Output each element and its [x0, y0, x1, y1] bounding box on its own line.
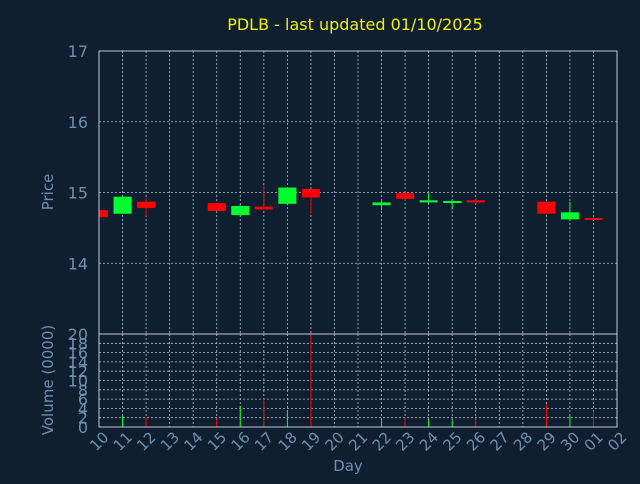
candle-body [419, 200, 438, 203]
x-tick-label: 02 [604, 428, 630, 454]
x-tick-label: 24 [416, 428, 442, 454]
candle-body [113, 196, 132, 214]
candle-body [537, 201, 556, 214]
candle [372, 199, 391, 211]
x-tick-label: 28 [510, 428, 536, 454]
chart-title: PDLB - last updated 01/10/2025 [227, 15, 483, 34]
candle-body [207, 203, 226, 211]
volume-tick-label: 18 [68, 334, 88, 353]
x-tick-label: 15 [204, 428, 230, 454]
x-tick-label: 16 [227, 428, 253, 454]
candle-body [560, 212, 579, 220]
x-tick-label: 29 [534, 428, 560, 454]
price-tick-label: 17 [68, 42, 88, 61]
candle [396, 192, 415, 201]
candle [137, 198, 156, 216]
candle-body [584, 217, 603, 220]
x-axis-label: Day [333, 457, 363, 475]
volume-tick-label: 12 [68, 362, 88, 381]
candle [207, 203, 226, 211]
candle-body [372, 202, 391, 206]
price-tick-label: 14 [68, 254, 88, 273]
x-tick-label: 19 [298, 428, 324, 454]
candle [584, 217, 603, 221]
x-tick-label: 27 [486, 428, 512, 454]
x-tick-label: 17 [251, 428, 277, 454]
candle [443, 199, 462, 210]
x-tick-label: 13 [157, 428, 183, 454]
volume-bars [122, 334, 594, 427]
candle-body [254, 206, 273, 210]
candle-body [278, 187, 297, 204]
candle [537, 201, 556, 214]
x-tick-label: 25 [439, 428, 465, 454]
candle-body [99, 210, 108, 218]
candle [113, 196, 132, 214]
price-candles [98, 185, 603, 221]
x-tick-label: 10 [86, 428, 112, 454]
candle-body [443, 200, 462, 203]
volume-tick-label: 14 [68, 353, 88, 372]
volume-tick-label: 6 [78, 390, 88, 409]
volume-panel-frame [98, 333, 618, 428]
x-tick-label: 11 [110, 428, 136, 454]
price-tick-label: 15 [68, 184, 88, 203]
x-tick-label: 23 [392, 428, 418, 454]
x-tick-label: 30 [557, 428, 583, 454]
volume-axis-label: Volume (0000) [39, 325, 57, 435]
x-tick-label: 26 [463, 428, 489, 454]
candle [301, 188, 320, 214]
volume-tick-label: 0 [78, 418, 88, 437]
volume-tick-label: 4 [78, 399, 88, 418]
candle [278, 187, 297, 206]
volume-tick-label: 16 [68, 344, 88, 363]
price-tick-labels: 14 15 16 17 [68, 42, 88, 273]
x-tick-label: 20 [322, 428, 348, 454]
volume-tick-label: 10 [68, 372, 88, 391]
candle-body [396, 193, 415, 199]
candle [98, 210, 108, 218]
volume-tick-label: 20 [68, 325, 88, 344]
volume-gridlines [99, 334, 617, 427]
price-gridlines [99, 51, 617, 334]
x-tick-label: 14 [180, 428, 206, 454]
price-axis-label: Price [39, 174, 57, 211]
x-tick-label: 01 [581, 428, 607, 454]
price-tick-label: 16 [68, 113, 88, 132]
candle-body [466, 200, 485, 203]
x-tick-labels: 1011121314151617181920212223242526272829… [86, 428, 630, 454]
volume-tick-label: 2 [78, 409, 88, 428]
candle [231, 205, 250, 217]
candle [254, 185, 273, 210]
volume-tick-label: 8 [78, 381, 88, 400]
candle-body [301, 188, 320, 198]
x-tick-label: 22 [369, 428, 395, 454]
candle [560, 201, 579, 221]
candle [419, 192, 438, 204]
candle-body [137, 201, 156, 209]
candle-body [231, 205, 250, 216]
x-tick-label: 18 [275, 428, 301, 454]
x-tick-label: 12 [133, 428, 159, 454]
candle [466, 198, 485, 204]
x-tick-label: 21 [345, 428, 371, 454]
